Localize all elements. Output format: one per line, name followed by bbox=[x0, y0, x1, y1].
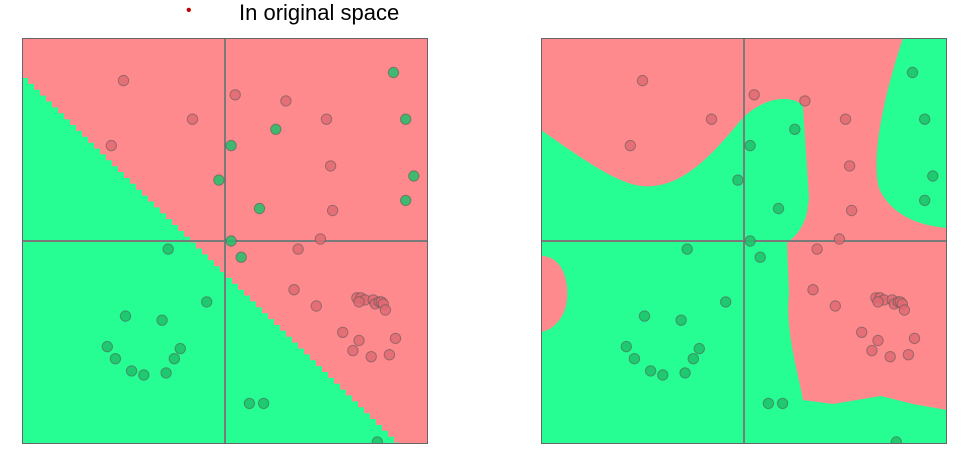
green-point-12 bbox=[119, 310, 132, 322]
red-point-11 bbox=[310, 300, 322, 312]
green-point-6 bbox=[253, 202, 266, 215]
red-point-5 bbox=[105, 139, 118, 152]
green-point-22 bbox=[776, 397, 789, 410]
red-point-27 bbox=[383, 349, 396, 361]
red-point-25 bbox=[347, 344, 359, 357]
green-point-15 bbox=[174, 342, 187, 355]
green-point-4 bbox=[732, 174, 744, 186]
red-point-11 bbox=[829, 300, 841, 312]
red-point-0 bbox=[117, 74, 130, 87]
red-point-5 bbox=[624, 139, 637, 152]
red-point-23 bbox=[872, 334, 884, 347]
red-point-26 bbox=[365, 351, 377, 363]
chart-linear-svg bbox=[22, 38, 428, 444]
green-point-3 bbox=[744, 139, 756, 152]
green-point-0 bbox=[387, 66, 400, 79]
red-point-2 bbox=[280, 95, 292, 107]
green-point-17 bbox=[687, 353, 700, 365]
title-bullet: • bbox=[186, 2, 192, 19]
plot-frame bbox=[22, 38, 428, 444]
green-point-15 bbox=[693, 342, 706, 355]
green-point-3 bbox=[225, 139, 237, 152]
green-point-14 bbox=[620, 340, 633, 353]
green-point-2 bbox=[400, 113, 412, 125]
red-point-24 bbox=[908, 332, 921, 345]
red-point-24 bbox=[389, 332, 402, 345]
page-title: In original space bbox=[239, 0, 400, 25]
green-point-9 bbox=[162, 243, 174, 255]
red-point-10 bbox=[288, 284, 300, 296]
red-point-10 bbox=[807, 284, 819, 296]
red-point-4 bbox=[320, 113, 333, 125]
green-point-10 bbox=[235, 251, 247, 263]
green-point-16 bbox=[109, 353, 122, 365]
red-point-4 bbox=[839, 113, 852, 125]
red-point-2 bbox=[799, 95, 811, 107]
green-point-4 bbox=[213, 174, 225, 186]
red-point-15 bbox=[353, 296, 365, 308]
red-point-0 bbox=[636, 74, 649, 87]
chart-nonlinear-boundary bbox=[541, 38, 947, 444]
green-point-8 bbox=[225, 235, 237, 247]
green-point-9 bbox=[681, 243, 693, 255]
green-point-16 bbox=[628, 353, 641, 365]
green-point-19 bbox=[679, 367, 691, 379]
red-region-left-bump bbox=[541, 256, 568, 332]
red-point-23 bbox=[353, 334, 365, 347]
green-point-1 bbox=[789, 123, 801, 136]
red-point-8 bbox=[314, 233, 327, 245]
red-point-15 bbox=[872, 296, 884, 308]
red-point-22 bbox=[337, 326, 349, 338]
red-point-26 bbox=[884, 351, 896, 363]
green-point-18 bbox=[125, 365, 138, 377]
green-point-12 bbox=[638, 310, 651, 322]
red-point-25 bbox=[866, 344, 878, 357]
red-point-9 bbox=[292, 243, 304, 255]
red-point-6 bbox=[843, 160, 856, 172]
red-point-6 bbox=[324, 160, 337, 172]
red-point-3 bbox=[186, 113, 199, 125]
green-point-20 bbox=[657, 369, 669, 381]
red-point-3 bbox=[705, 113, 718, 125]
red-point-7 bbox=[845, 204, 858, 217]
green-point-2 bbox=[919, 113, 931, 125]
plot-frame bbox=[541, 38, 947, 444]
green-point-20 bbox=[138, 369, 150, 381]
green-point-19 bbox=[160, 367, 172, 379]
green-point-1 bbox=[270, 123, 282, 136]
green-point-11 bbox=[201, 296, 213, 308]
green-point-21 bbox=[243, 397, 256, 410]
green-point-18 bbox=[644, 365, 657, 377]
red-point-1 bbox=[748, 89, 760, 101]
green-point-5 bbox=[927, 170, 939, 182]
green-point-13 bbox=[675, 314, 687, 326]
green-point-14 bbox=[101, 340, 114, 353]
green-point-23 bbox=[371, 436, 383, 444]
green-point-21 bbox=[762, 397, 775, 410]
red-point-27 bbox=[902, 349, 915, 361]
green-point-17 bbox=[168, 353, 181, 365]
green-point-7 bbox=[919, 194, 931, 207]
red-point-21 bbox=[898, 304, 911, 316]
green-point-6 bbox=[772, 202, 785, 215]
red-point-7 bbox=[326, 204, 339, 217]
red-point-8 bbox=[833, 233, 846, 245]
green-point-5 bbox=[408, 170, 420, 182]
green-point-0 bbox=[906, 66, 919, 79]
red-point-22 bbox=[856, 326, 868, 338]
green-point-11 bbox=[720, 296, 732, 308]
chart-nonlinear-svg bbox=[541, 38, 947, 444]
green-point-8 bbox=[744, 235, 756, 247]
green-point-23 bbox=[890, 436, 902, 444]
green-point-7 bbox=[400, 194, 412, 207]
red-point-1 bbox=[229, 89, 241, 101]
red-point-21 bbox=[379, 304, 392, 316]
green-point-13 bbox=[156, 314, 168, 326]
green-point-10 bbox=[754, 251, 766, 263]
red-point-9 bbox=[811, 243, 823, 255]
chart-linear-boundary bbox=[22, 38, 428, 444]
green-point-22 bbox=[257, 397, 270, 410]
